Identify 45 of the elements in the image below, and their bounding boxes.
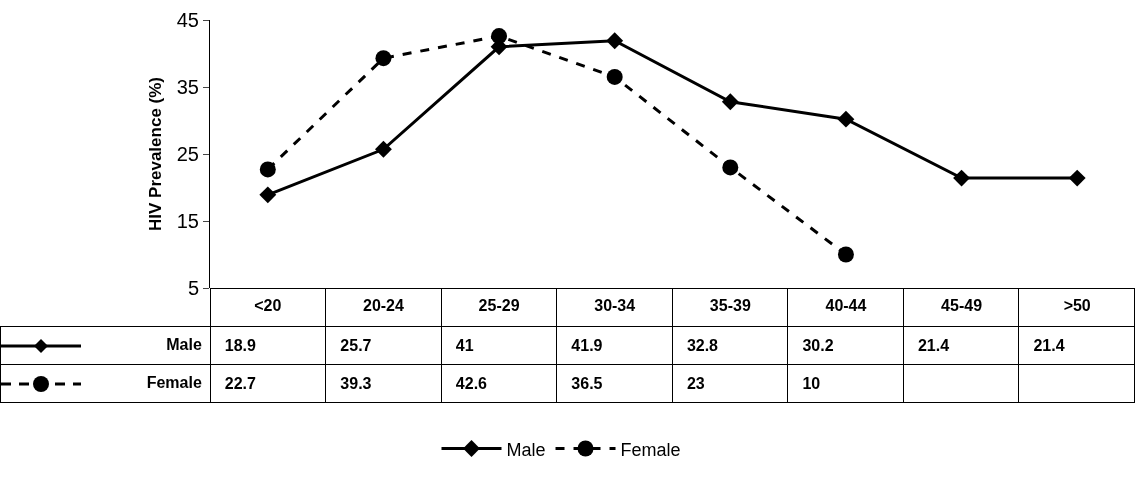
data-label: 41.9 [556,326,673,365]
x-tick-label: 20-24 [362,297,404,314]
x-tick-label: 45-49 [941,297,983,314]
point [1068,169,1086,187]
point [953,169,971,187]
x-tick-label: 35-39 [709,297,751,314]
point [721,93,739,111]
legend-label: Female [620,439,681,460]
x-tick-label: <20 [254,297,282,314]
point [722,159,739,176]
y-tick-label: 5 [187,277,199,299]
point [837,110,855,128]
data-label: 30.2 [787,326,904,365]
data-label: 41 [441,326,557,365]
data-label: 39.3 [325,364,442,403]
data-label: 42.6 [441,364,557,403]
data-label: 25.7 [325,326,442,365]
point [606,68,623,85]
point [375,50,392,67]
data-label: 21.4 [903,326,1019,365]
y-axis-title: HIV Prevalence (%) [146,76,166,232]
x-tick-label: >50 [1063,297,1091,314]
y-tick-label: 25 [176,143,199,165]
legend-label: Male [506,439,546,460]
data-label: 21.4 [1018,326,1135,365]
point [259,161,276,178]
x-tick-label: 30-34 [594,297,636,314]
y-tick-label: 15 [176,210,199,232]
data-label: 10 [787,364,904,403]
point [259,186,277,204]
data-label: 22.7 [210,364,326,403]
x-tick-label: 40-44 [825,297,867,314]
y-tick-label: 35 [176,76,199,98]
point [837,246,854,263]
text: Female [146,373,202,391]
x-tick-label: 25-29 [478,297,520,314]
y-tick-label: 45 [176,9,199,31]
point [491,28,508,45]
data-label: 36.5 [556,364,673,403]
point [374,140,392,158]
data-label: 32.8 [672,326,788,365]
point [606,32,624,50]
data-label: 18.9 [210,326,326,365]
text: Male [166,335,202,353]
data-label: 23 [672,364,788,403]
